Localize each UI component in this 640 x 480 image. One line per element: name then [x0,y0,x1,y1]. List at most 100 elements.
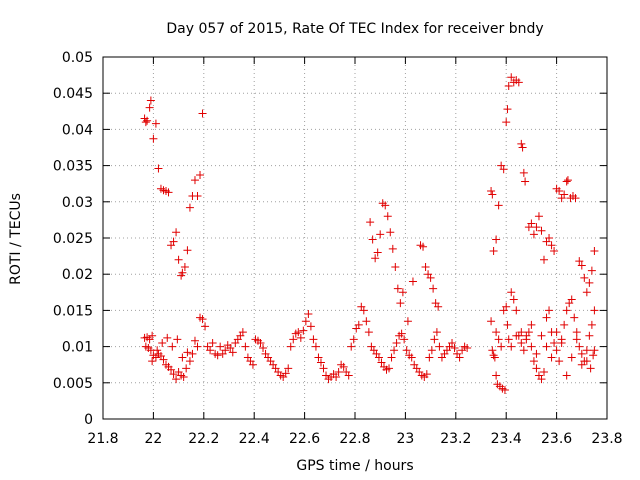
chart-title: Day 057 of 2015, Rate Of TEC Index for r… [166,21,543,37]
data-point [381,201,390,210]
data-point [299,326,308,335]
data-point [547,353,556,362]
data-point [542,342,551,351]
data-point [354,320,363,329]
y-tick-label: 0.035 [53,159,93,175]
data-point [174,255,183,264]
data-point [532,349,541,358]
y-tick-labels: 0 0.005 0.01 0.015 0.02 0.025 0.03 0.035 0.04 0.0… [53,50,93,428]
data-point [519,346,528,355]
data-point [582,357,591,366]
data-point [256,338,265,347]
x-tick-labels: 21.8 22 22.2 22.4 22.6 22.8 23 23.2 23.4 23.6 23.8 [87,431,622,447]
data-point [284,364,293,373]
data-point [173,335,182,344]
data-point [524,328,533,337]
data-point [383,212,392,221]
data-point [281,369,290,378]
data-point [585,331,594,340]
data-point [158,338,167,347]
data-point [500,386,509,395]
data-point [390,346,399,355]
data-point [164,188,173,197]
data-point [190,336,199,345]
data-point [386,228,395,237]
data-point [572,328,581,337]
data-point [432,328,441,337]
data-point [368,235,377,244]
data-point [301,317,310,326]
data-point [364,328,373,337]
data-point [522,335,531,344]
data-point [148,331,157,340]
data-point [373,248,382,257]
data-point [392,338,401,347]
x-tick-label: 23.4 [491,431,522,447]
data-point [182,364,191,373]
data-point [450,344,459,353]
x-tick-label: 21.8 [87,431,118,447]
x-tick-label: 23.6 [541,431,572,447]
data-point [349,335,358,344]
data-point [319,364,328,373]
x-tick-label: 22.8 [339,431,370,447]
data-point [388,244,397,253]
data-point [542,313,551,322]
data-point [185,203,194,212]
data-point [590,346,599,355]
data-point [514,78,523,87]
data-point [567,295,576,304]
data-point [206,346,215,355]
data-point [193,192,202,201]
y-tick-label: 0.04 [62,122,93,138]
data-point [172,375,181,384]
data-point [429,284,438,293]
data-point [198,315,207,324]
data-point [427,346,436,355]
data-point [185,357,194,366]
data-point [400,335,409,344]
data-point [188,349,197,358]
data-point [422,370,431,379]
data-point [402,346,411,355]
data-point [582,346,591,355]
data-point [557,338,566,347]
axis-ticks [102,56,608,420]
data-point [145,103,154,112]
data-point [286,342,295,351]
data-point [163,333,172,342]
data-point [540,255,548,264]
data-point [560,190,569,199]
data-point [213,351,222,360]
data-point [455,353,464,362]
data-point [149,134,158,143]
grid-lines [103,57,607,419]
data-point [387,353,396,362]
data-point [562,306,571,315]
data-point [393,284,402,293]
data-point [154,164,163,173]
data-point [497,342,506,351]
data-point [226,344,235,353]
data-point [507,288,516,297]
data-point [492,371,501,380]
data-point [532,223,541,232]
data-point [309,335,318,344]
y-tick-label: 0.045 [53,86,93,102]
data-point [362,317,371,326]
data-point [507,73,516,82]
y-tick-label: 0.05 [62,50,93,66]
data-point [540,367,548,376]
data-point [434,302,443,311]
data-point [555,357,564,366]
data-point [332,373,341,382]
data-point [190,176,199,185]
data-point [492,328,501,337]
data-point [374,353,383,362]
data-point [494,201,503,210]
data-point [534,212,543,221]
data-point [590,247,599,256]
data-point [180,262,189,271]
data-point [141,118,150,127]
data-point [527,342,536,351]
